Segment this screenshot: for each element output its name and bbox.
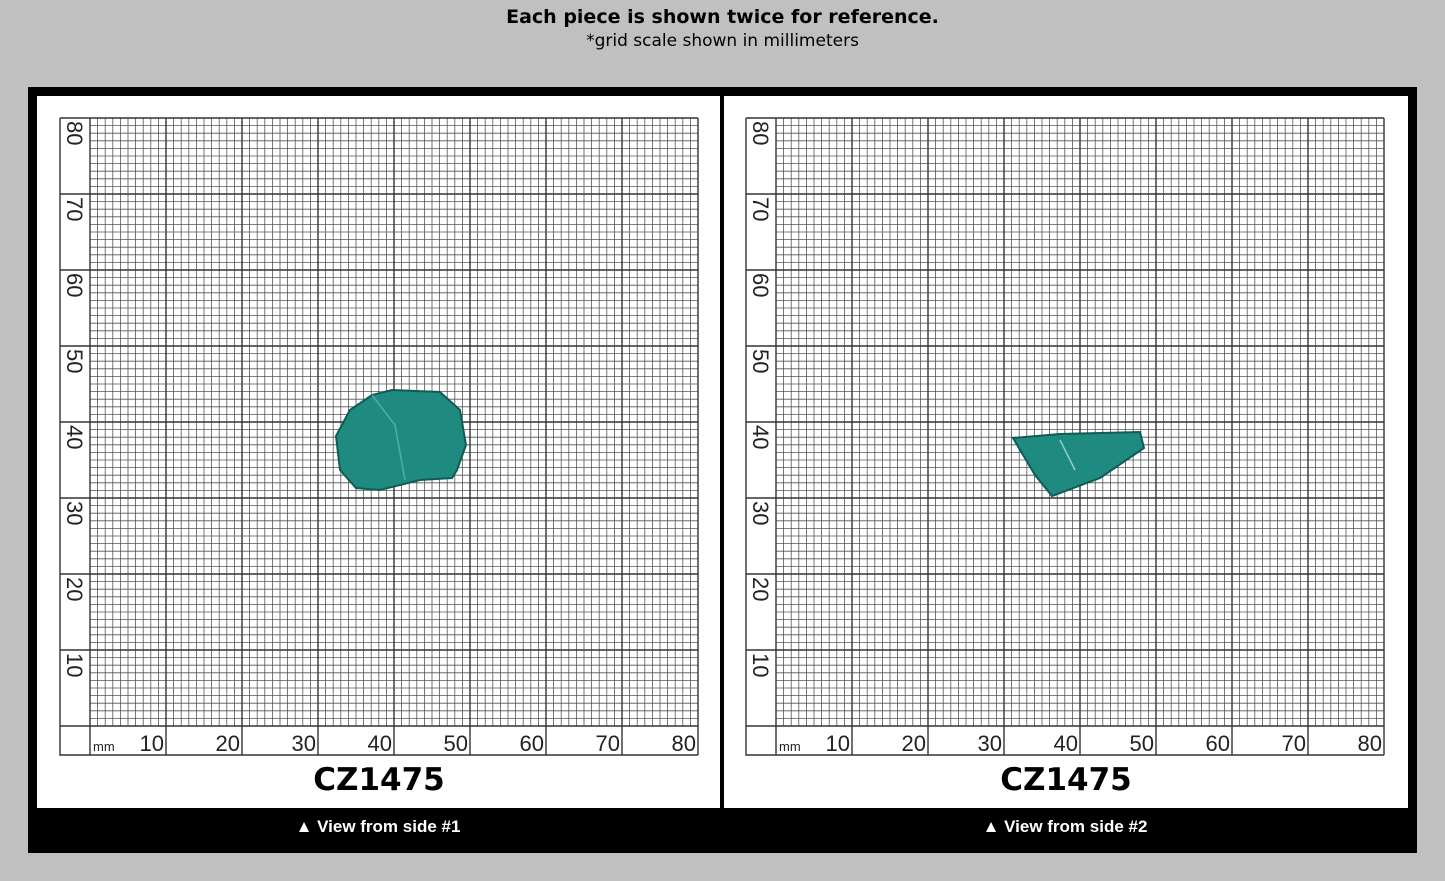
x-tick-label: 60 xyxy=(1206,731,1230,756)
header-title: Each piece is shown twice for reference. xyxy=(506,6,939,28)
x-tick-label: 30 xyxy=(978,731,1002,756)
y-tick-label: 60 xyxy=(748,273,773,297)
x-tick-label: 40 xyxy=(368,731,392,756)
x-tick-label: 80 xyxy=(672,731,696,756)
unit-label: mm xyxy=(93,739,115,754)
y-tick-label: 50 xyxy=(748,349,773,373)
y-tick-label: 10 xyxy=(62,653,87,677)
caption-side-1: ▲ View from side #1 xyxy=(295,817,461,836)
x-tick-label: 20 xyxy=(216,731,240,756)
unit-label: mm xyxy=(779,739,801,754)
y-tick-label: 30 xyxy=(62,501,87,525)
y-tick-label: 80 xyxy=(748,121,773,145)
product-code-1: CZ1475 xyxy=(313,762,445,798)
y-tick-label: 80 xyxy=(62,121,87,145)
x-tick-label: 60 xyxy=(520,731,544,756)
product-code-2: CZ1475 xyxy=(1000,762,1132,798)
y-tick-label: 40 xyxy=(748,425,773,449)
gem-facet xyxy=(371,394,406,481)
y-tick-label: 70 xyxy=(748,197,773,221)
y-tick-label: 20 xyxy=(62,577,87,601)
x-tick-label: 50 xyxy=(444,731,468,756)
gem-facet xyxy=(1059,439,1076,471)
x-tick-label: 70 xyxy=(1282,731,1306,756)
y-tick-label: 30 xyxy=(748,501,773,525)
gemstone-side-2 xyxy=(1011,430,1146,498)
header-subtitle: *grid scale shown in millimeters xyxy=(586,31,859,51)
x-tick-label: 50 xyxy=(1130,731,1154,756)
gemstone-side-1 xyxy=(334,388,468,492)
x-tick-label: 30 xyxy=(292,731,316,756)
y-tick-label: 70 xyxy=(62,197,87,221)
x-tick-label: 80 xyxy=(1358,731,1382,756)
x-tick-label: 70 xyxy=(596,731,620,756)
y-tick-label: 50 xyxy=(62,349,87,373)
x-tick-label: 10 xyxy=(826,731,850,756)
x-tick-label: 40 xyxy=(1054,731,1078,756)
x-tick-label: 20 xyxy=(902,731,926,756)
y-tick-label: 20 xyxy=(748,577,773,601)
caption-side-2: ▲ View from side #2 xyxy=(982,817,1148,836)
y-tick-label: 10 xyxy=(748,653,773,677)
x-tick-label: 10 xyxy=(140,731,164,756)
y-tick-label: 60 xyxy=(62,273,87,297)
y-tick-label: 40 xyxy=(62,425,87,449)
